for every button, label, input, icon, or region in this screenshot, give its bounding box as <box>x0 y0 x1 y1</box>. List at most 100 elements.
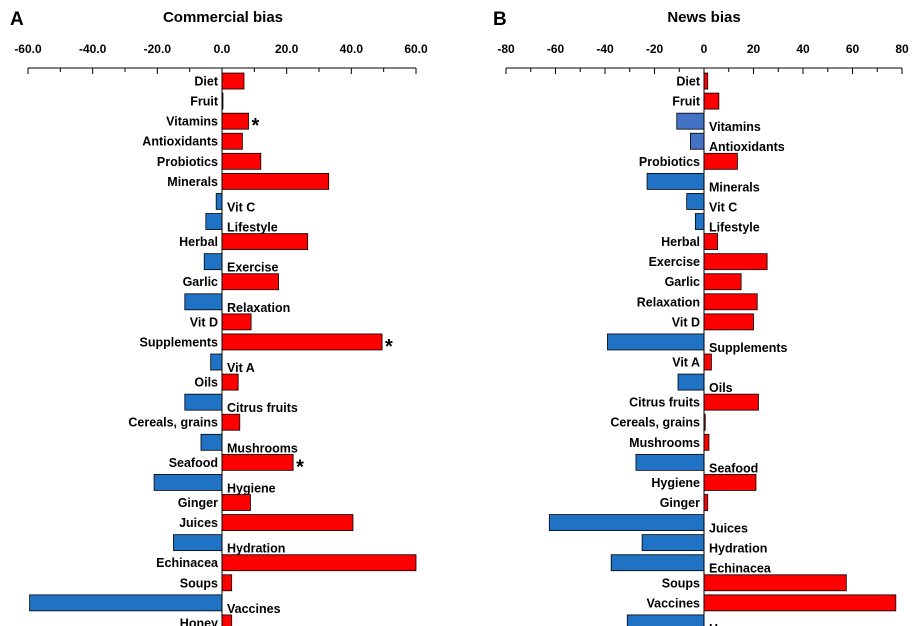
chart-title-a: Commercial bias <box>163 9 283 26</box>
significance-star: * <box>385 336 393 358</box>
category-label: Hydration <box>709 542 767 556</box>
category-label: Fruit <box>672 95 701 109</box>
bar-seafood <box>221 453 294 471</box>
category-label: Herbal <box>179 235 218 249</box>
panel-letter-b: B <box>493 9 507 30</box>
category-label: Oils <box>194 376 218 390</box>
bar-soups <box>703 574 847 592</box>
bar-diet <box>703 72 709 90</box>
category-label: Minerals <box>167 175 218 189</box>
category-label: Vit D <box>190 315 218 329</box>
panel-letter-a: A <box>10 9 24 30</box>
category-label: Soups <box>180 576 218 590</box>
bar-vit-c <box>215 193 223 210</box>
category-label: Minerals <box>709 180 760 194</box>
bar-mushrooms <box>703 433 710 451</box>
category-label: Probiotics <box>639 155 700 169</box>
bar-minerals <box>646 172 705 190</box>
category-label: Citrus fruits <box>629 396 700 410</box>
bar-hydration <box>173 534 223 552</box>
x-tick-label: 60.0 <box>404 42 428 56</box>
bar-vaccines <box>703 594 897 612</box>
bar-relaxation <box>184 293 223 311</box>
category-label: Antioxidants <box>142 135 218 149</box>
bar-vitamins <box>221 112 249 130</box>
category-label: Cereals, grains <box>610 416 700 430</box>
category-label: Juices <box>709 522 748 536</box>
category-label: Garlic <box>183 275 218 289</box>
category-label: Mushrooms <box>227 441 298 455</box>
x-tick-label: -20 <box>646 42 664 56</box>
bar-ginger <box>703 494 709 511</box>
x-tick-label: 40 <box>796 42 810 56</box>
x-tick-label: 20.0 <box>275 42 299 56</box>
bar-vit-a <box>703 353 712 371</box>
chart-title-b: News bias <box>667 9 740 26</box>
bar-antioxidants <box>221 132 243 150</box>
x-tick-label: -60 <box>547 42 565 56</box>
category-label: Vit D <box>672 315 700 329</box>
category-label: Citrus fruits <box>227 401 298 415</box>
bar-herbal <box>703 233 719 250</box>
category-label: Vitamins <box>709 120 761 134</box>
bar-exercise <box>203 253 223 271</box>
category-label: Hygiene <box>651 476 700 490</box>
bar-probiotics <box>703 152 738 170</box>
bar-garlic <box>703 273 742 291</box>
category-label: Diet <box>194 75 218 89</box>
category-label: Ginger <box>660 496 700 510</box>
category-label: Ginger <box>178 496 218 510</box>
bar-vit-d <box>703 313 754 331</box>
category-label: Hygiene <box>227 481 276 495</box>
category-label: Hydration <box>227 542 285 556</box>
bar-citrus-fruits <box>703 393 759 411</box>
bar-supplements <box>607 333 705 351</box>
bar-minerals <box>221 172 330 190</box>
category-label: Echinacea <box>709 562 772 576</box>
category-label: Antioxidants <box>709 140 785 154</box>
category-label: Cereals, grains <box>128 416 218 430</box>
bar-vit-c <box>686 193 705 210</box>
bar-lifestyle <box>205 213 223 230</box>
category-label: Exercise <box>649 255 700 269</box>
category-label: Relaxation <box>637 295 700 309</box>
bar-citrus-fruits <box>184 393 223 411</box>
category-label: Seafood <box>709 461 758 475</box>
bar-soups <box>221 574 233 592</box>
bar-garlic <box>221 273 279 291</box>
bar-honey <box>221 614 233 626</box>
bar-oils <box>677 373 705 391</box>
bar-echinacea <box>610 554 705 572</box>
category-label: Juices <box>179 516 218 530</box>
bar-juices <box>548 514 705 531</box>
x-tick-label: 60 <box>846 42 860 56</box>
x-tick-label: -40.0 <box>79 42 107 56</box>
category-label: Exercise <box>227 261 278 275</box>
panel-b-news-bias: B News bias -80 -60 -40 -20 0 20 40 60 80 Diet Fru… <box>493 9 909 626</box>
category-label: Vaccines <box>227 602 281 616</box>
panel-a-commercial-bias: A Commercial bias -60.0 -40.0 -20.0 0.0 20.0… <box>10 9 428 626</box>
category-label: Vitamins <box>166 115 218 129</box>
category-label: Oils <box>709 381 733 395</box>
bar-cereals-grains <box>221 413 241 431</box>
bar-fruit <box>703 92 720 110</box>
bar-echinacea <box>221 554 417 572</box>
category-label: Lifestyle <box>227 221 278 235</box>
category-label: Probiotics <box>157 155 218 169</box>
bar-antioxidants <box>689 132 705 150</box>
category-label: Vit A <box>227 361 255 375</box>
bar-herbal <box>221 233 309 250</box>
category-label: Vit C <box>227 200 255 214</box>
bar-supplements <box>221 333 383 351</box>
x-tick-label: -60.0 <box>14 42 42 56</box>
x-tick-label: 80 <box>895 42 909 56</box>
category-label: Supplements <box>709 341 788 355</box>
bar-hygiene <box>153 474 223 491</box>
x-tick-label: 40.0 <box>340 42 364 56</box>
bar-hygiene <box>703 474 757 491</box>
category-label: Garlic <box>665 275 700 289</box>
x-tick-label: -20.0 <box>144 42 172 56</box>
bar-juices <box>221 514 354 531</box>
category-label: Lifestyle <box>709 221 760 235</box>
